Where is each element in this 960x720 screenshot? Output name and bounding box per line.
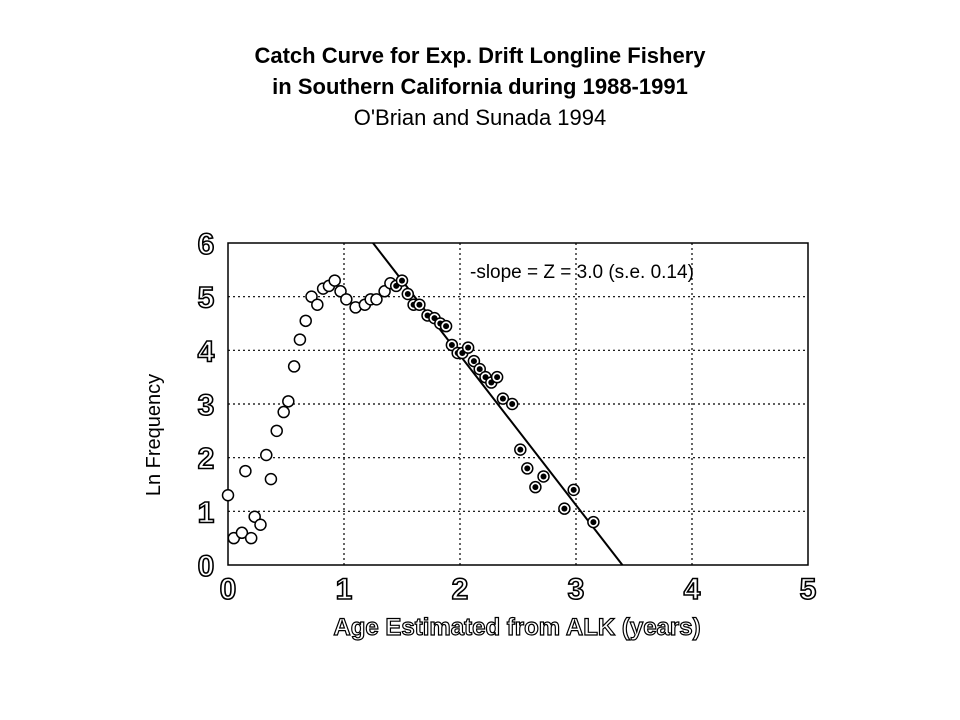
filled-point-core: [399, 277, 405, 284]
filled-point-core: [443, 323, 450, 330]
open-data-point: [311, 298, 324, 311]
filled-point-core: [416, 301, 423, 308]
y-tick-label: 4: [198, 335, 215, 368]
chart-titles: Catch Curve for Exp. Drift Longline Fish…: [0, 40, 960, 133]
plot-frame: [227, 242, 809, 566]
fit-line: [372, 242, 624, 566]
open-data-point: [244, 531, 258, 545]
filled-point-core: [465, 344, 472, 351]
filled-point-core: [524, 465, 531, 472]
chart-subtitle: in Southern California during 1988-1991: [272, 74, 688, 99]
data-points: [221, 274, 600, 545]
open-data-point: [254, 518, 267, 531]
x-tick-label: 1: [336, 573, 353, 606]
x-tick-label: 0: [220, 573, 237, 606]
filled-point-core: [570, 486, 577, 493]
y-tick-label: 5: [198, 282, 215, 315]
y-axis-label: Ln Frequency: [143, 374, 165, 496]
y-tick-label: 3: [198, 389, 215, 422]
open-data-point: [239, 464, 252, 478]
filled-point-core: [448, 341, 455, 348]
filled-point-core: [494, 374, 501, 381]
filled-point-core: [404, 290, 411, 297]
open-data-point: [277, 405, 290, 419]
open-data-point: [287, 360, 301, 373]
filled-point-core: [561, 505, 568, 512]
open-data-point: [282, 395, 295, 408]
filled-point-core: [517, 446, 524, 453]
open-data-point: [270, 424, 283, 438]
x-tick-label: 5: [800, 573, 817, 606]
y-tick-label: 6: [198, 228, 215, 261]
filled-point-core: [470, 358, 477, 365]
filled-point-core: [590, 519, 597, 526]
y-tick-label: 1: [198, 496, 215, 529]
filled-point-core: [532, 484, 539, 491]
filled-point-core: [540, 473, 547, 480]
x-tick-label: 4: [684, 573, 701, 606]
open-data-point: [235, 526, 249, 540]
chart-source: O'Brian and Sunada 1994: [353, 105, 607, 130]
open-data-point: [221, 488, 235, 502]
x-axis-label: Age Estimated from ALK (years): [333, 614, 700, 641]
open-data-point: [328, 274, 341, 287]
y-tick-label: 2: [198, 443, 215, 476]
open-data-point: [293, 333, 307, 346]
x-tick-label: 2: [452, 573, 469, 606]
slope-annotation: -slope = Z = 3.0 (s.e. 0.14): [470, 262, 694, 283]
open-data-point: [340, 293, 353, 306]
filled-point-core: [476, 366, 483, 373]
x-tick-label: 3: [568, 573, 585, 606]
open-data-point: [299, 314, 312, 328]
open-data-point: [370, 293, 383, 306]
x-tick-labels: 0 1 2 3 4 5: [219, 572, 817, 607]
filled-point-core: [509, 401, 516, 407]
open-data-point: [260, 448, 273, 462]
open-data-point: [264, 472, 278, 486]
chart-title: Catch Curve for Exp. Drift Longline Fish…: [254, 43, 706, 68]
y-tick-labels: 0 1 2 3 4 5 6: [197, 227, 216, 584]
filled-point-core: [499, 395, 506, 402]
y-tick-label: 0: [198, 550, 215, 583]
